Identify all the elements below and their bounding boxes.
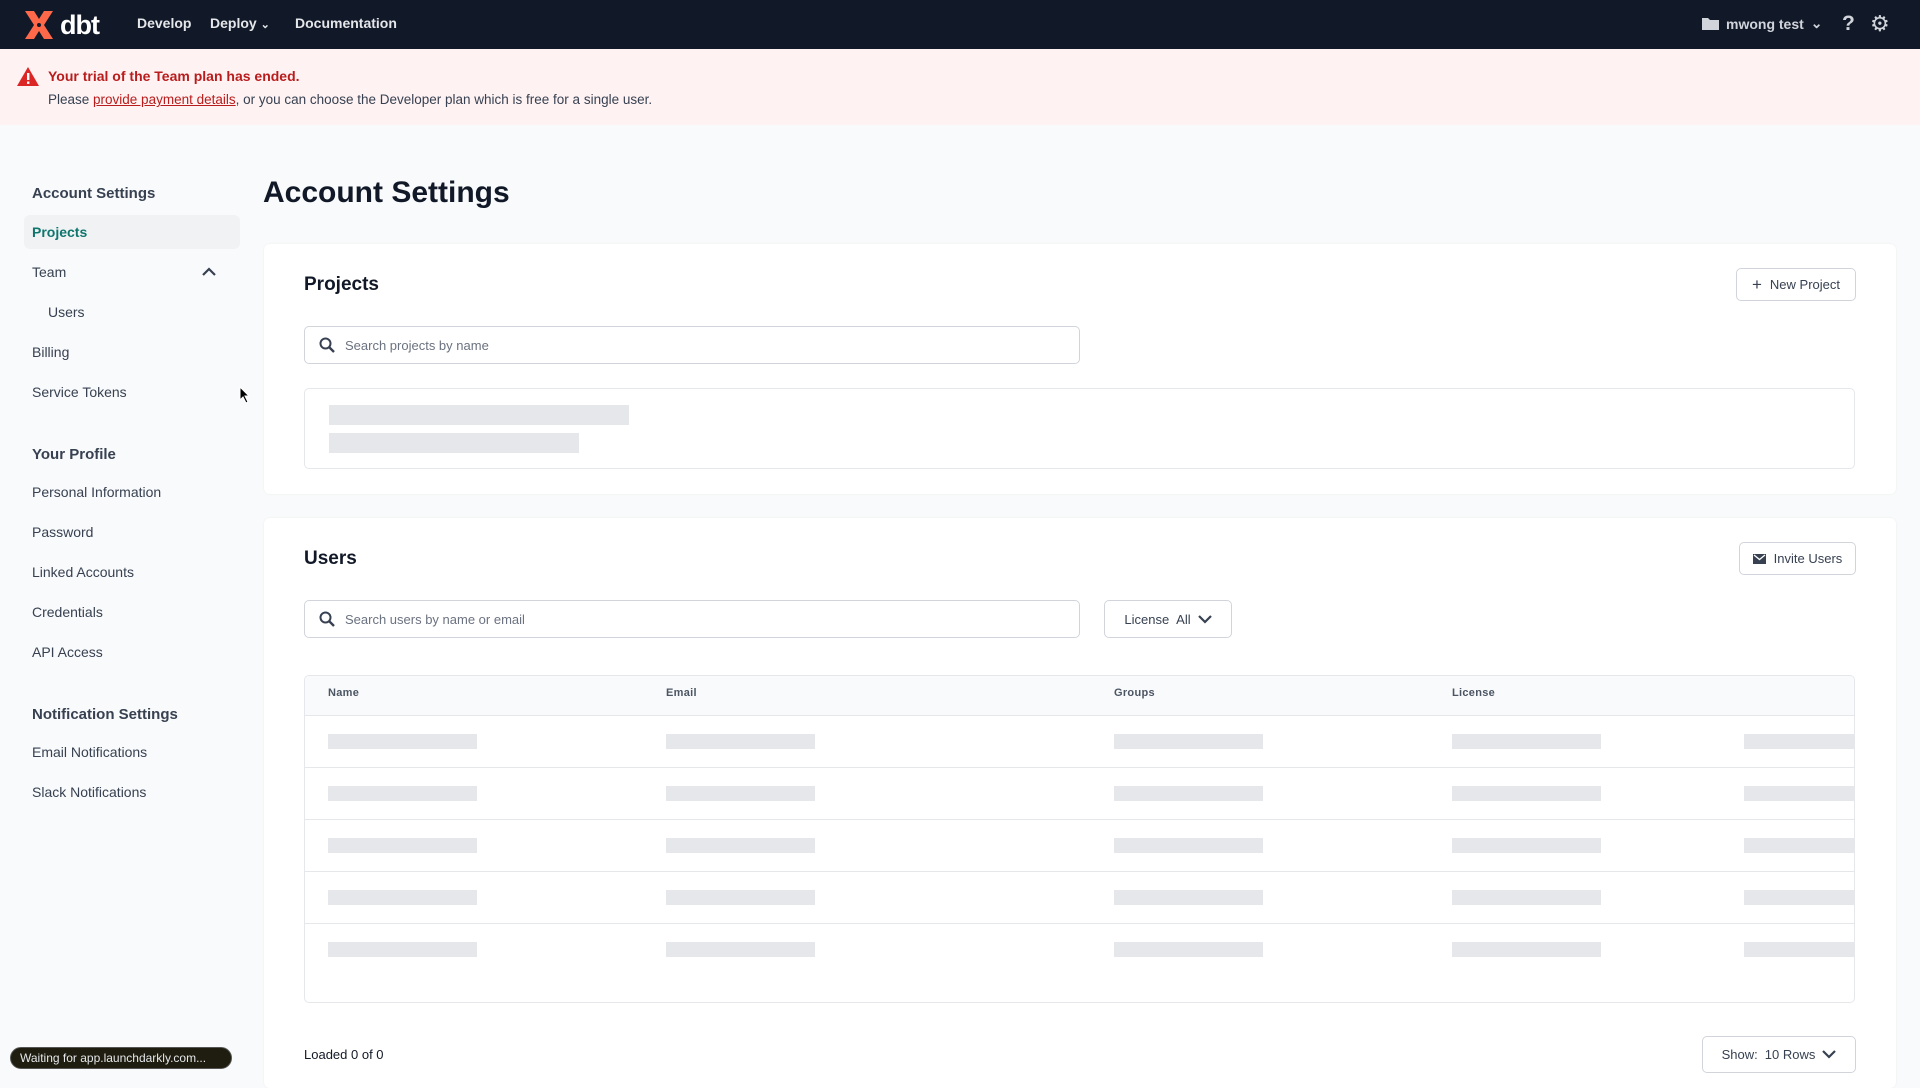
skeleton-cell (1452, 786, 1601, 801)
sidebar-heading-notifications: Notification Settings (32, 706, 178, 723)
skeleton-cell (1744, 838, 1855, 853)
skeleton-bar (329, 405, 629, 425)
chevron-down-icon: ⌄ (260, 19, 270, 31)
banner-message: Please provide payment details, or you c… (48, 92, 653, 107)
chevron-down-icon (1822, 1050, 1837, 1059)
skeleton-cell (1452, 890, 1601, 905)
skeleton-cell (328, 786, 477, 801)
skeleton-cell (1744, 734, 1855, 749)
nav-develop[interactable]: Develop (137, 15, 192, 31)
skeleton-cell (666, 942, 815, 957)
nav-documentation[interactable]: Documentation (295, 15, 397, 31)
rows-per-page-dropdown[interactable]: Show: 10 Rows (1702, 1036, 1856, 1073)
skeleton-cell (1744, 890, 1855, 905)
mouse-cursor-icon (239, 386, 251, 404)
invite-users-button[interactable]: Invite Users (1739, 542, 1856, 575)
sidebar-item-slack-notifications[interactable]: Slack Notifications (32, 784, 147, 800)
skeleton-cell (1744, 786, 1855, 801)
sidebar-item-password[interactable]: Password (32, 524, 94, 540)
sidebar-heading-profile: Your Profile (32, 446, 116, 463)
projects-heading: Projects (304, 274, 379, 295)
sidebar-item-api-access[interactable]: API Access (32, 644, 103, 660)
table-header (305, 676, 1854, 716)
users-table (304, 675, 1855, 1003)
chevron-down-icon: ⌄ (1810, 15, 1823, 31)
skeleton-cell (1452, 734, 1601, 749)
folder-icon (1702, 18, 1719, 30)
skeleton-cell (666, 890, 815, 905)
dbt-logo-icon (25, 11, 53, 39)
projects-list-loading (304, 388, 1855, 469)
sidebar-item-credentials[interactable]: Credentials (32, 604, 103, 620)
users-heading: Users (304, 548, 357, 569)
sidebar-item-personal-information[interactable]: Personal Information (32, 484, 162, 500)
account-switcher[interactable]: mwong test ⌄ (1702, 15, 1823, 32)
skeleton-cell (328, 734, 477, 749)
skeleton-cell (1114, 786, 1263, 801)
row-divider (305, 819, 1854, 820)
project-search-input[interactable] (345, 337, 1029, 353)
nav-deploy[interactable]: Deploy ⌄ (210, 15, 270, 31)
skeleton-cell (328, 838, 477, 853)
column-header-groups[interactable]: Groups (1114, 687, 1155, 699)
chevron-up-icon[interactable] (201, 266, 217, 276)
sidebar-item-team[interactable]: Team (32, 264, 67, 280)
skeleton-cell (1114, 942, 1263, 957)
sidebar-item-linked-accounts[interactable]: Linked Accounts (32, 564, 134, 580)
trial-ended-banner: Your trial of the Team plan has ended. P… (0, 49, 1920, 125)
column-header-email[interactable]: Email (666, 687, 697, 699)
dbt-logo[interactable]: dbt (22, 8, 100, 42)
sidebar-item-service-tokens[interactable]: Service Tokens (32, 384, 127, 400)
page-title: Account Settings (263, 176, 510, 209)
chevron-down-icon (1197, 614, 1212, 624)
user-search-input[interactable] (345, 611, 1029, 627)
search-icon (319, 611, 335, 627)
skeleton-cell (1452, 942, 1601, 957)
skeleton-cell (1114, 890, 1263, 905)
license-filter-dropdown[interactable]: License All (1104, 600, 1232, 638)
row-divider (305, 767, 1854, 768)
skeleton-cell (1452, 838, 1601, 853)
skeleton-bar (329, 433, 579, 453)
plus-icon: + (1751, 274, 1762, 294)
browser-status-bar: Waiting for app.launchdarkly.com... (10, 1047, 232, 1069)
search-icon (319, 337, 335, 353)
skeleton-cell (1114, 734, 1263, 749)
sidebar-item-users[interactable]: Users (48, 304, 85, 320)
skeleton-cell (1114, 838, 1263, 853)
user-search[interactable] (304, 600, 1080, 638)
sidebar-item-billing[interactable]: Billing (32, 344, 70, 360)
skeleton-cell (328, 890, 477, 905)
new-project-button[interactable]: + New Project (1736, 268, 1856, 301)
sidebar-item-projects[interactable]: Projects (24, 215, 240, 249)
skeleton-cell (666, 838, 815, 853)
row-divider (305, 871, 1854, 872)
envelope-icon (1752, 553, 1766, 564)
loaded-count: Loaded 0 of 0 (304, 1047, 384, 1062)
help-icon[interactable]: ? (1842, 12, 1855, 35)
top-nav: dbt Develop Deploy ⌄ Documentation mwong… (0, 0, 1920, 49)
skeleton-cell (666, 786, 815, 801)
column-header-name[interactable]: Name (328, 687, 360, 699)
project-search[interactable] (304, 326, 1080, 364)
skeleton-cell (666, 734, 815, 749)
payment-details-link[interactable]: provide payment details (93, 92, 236, 107)
row-divider (305, 923, 1854, 924)
skeleton-cell (1744, 942, 1855, 957)
gear-icon[interactable]: ⚙ (1870, 11, 1890, 36)
banner-title: Your trial of the Team plan has ended. (48, 68, 300, 84)
skeleton-cell (328, 942, 477, 957)
sidebar-heading-account: Account Settings (32, 185, 156, 202)
sidebar-item-email-notifications[interactable]: Email Notifications (32, 744, 148, 760)
column-header-license[interactable]: License (1452, 687, 1496, 699)
warning-icon (17, 67, 39, 86)
